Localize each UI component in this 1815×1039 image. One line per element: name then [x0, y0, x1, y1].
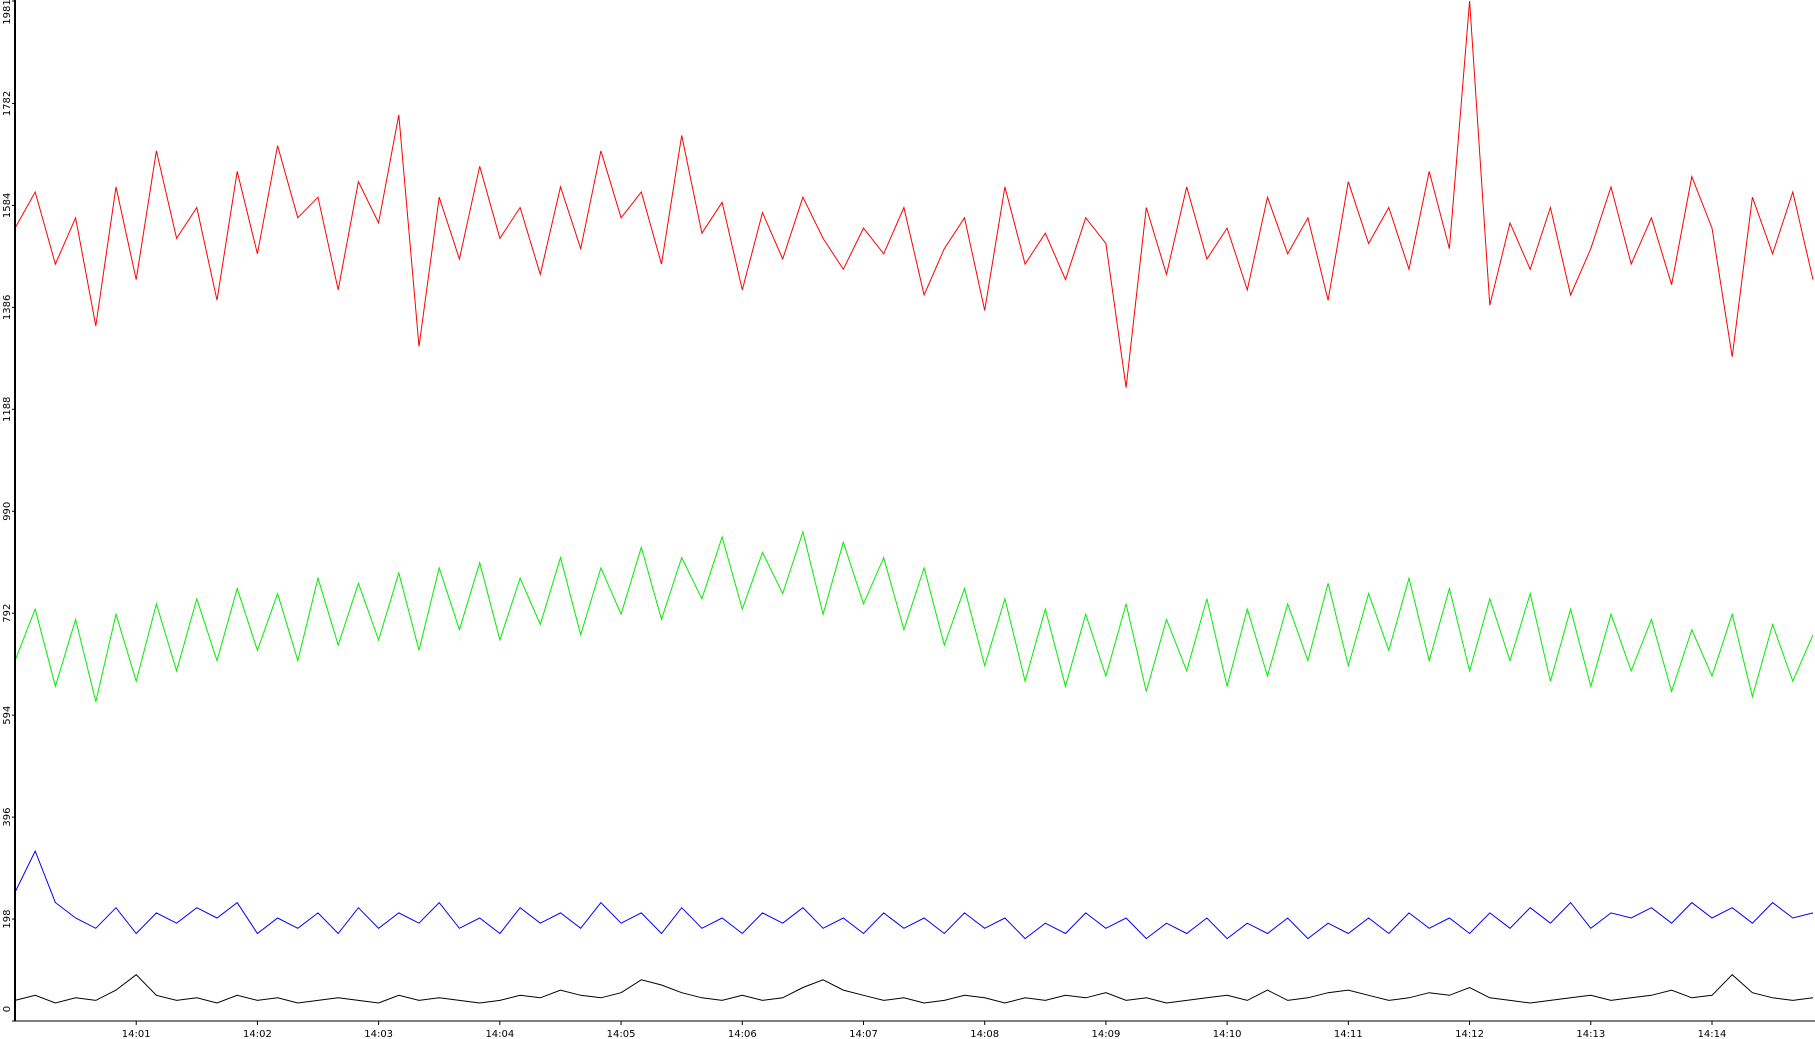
y-tick-label: 1188 [2, 397, 13, 422]
x-tick-label: 14:09 [1092, 1029, 1121, 1039]
y-tick-label: 792 [2, 604, 13, 623]
y-tick-label: 594 [2, 706, 13, 725]
series-line [14, 0, 1814, 388]
y-tick-label: 990 [2, 502, 13, 521]
x-tick-label: 14:12 [1455, 1029, 1484, 1039]
x-tick-label: 14:07 [849, 1029, 878, 1039]
x-tick-label: 14:04 [485, 1029, 514, 1039]
x-tick-label: 14:02 [243, 1029, 272, 1039]
x-tick-label: 14:13 [1576, 1029, 1605, 1039]
x-tick-label: 14:03 [364, 1029, 393, 1039]
x-tick-label: 14:05 [607, 1029, 636, 1039]
x-tick-label: 14:11 [1334, 1029, 1363, 1039]
x-tick-label: 14:06 [728, 1029, 757, 1039]
y-tick-label: 1782 [2, 91, 13, 116]
x-tick-label: 14:10 [1213, 1029, 1242, 1039]
x-tick-label: 14:14 [1698, 1029, 1727, 1039]
y-tick-label: 0 [2, 1006, 13, 1012]
y-tick-label: 396 [2, 808, 13, 827]
x-tick-label: 14:08 [970, 1029, 999, 1039]
series-line [14, 530, 1814, 702]
series-line [14, 849, 1814, 940]
y-tick-label: 1584 [2, 193, 13, 218]
series-line [14, 974, 1814, 1004]
y-tick-label: 1981 [2, 0, 13, 25]
y-tick-label: 198 [2, 910, 13, 929]
x-tick-label: 14:01 [122, 1029, 151, 1039]
y-tick-label: 1386 [2, 295, 13, 320]
